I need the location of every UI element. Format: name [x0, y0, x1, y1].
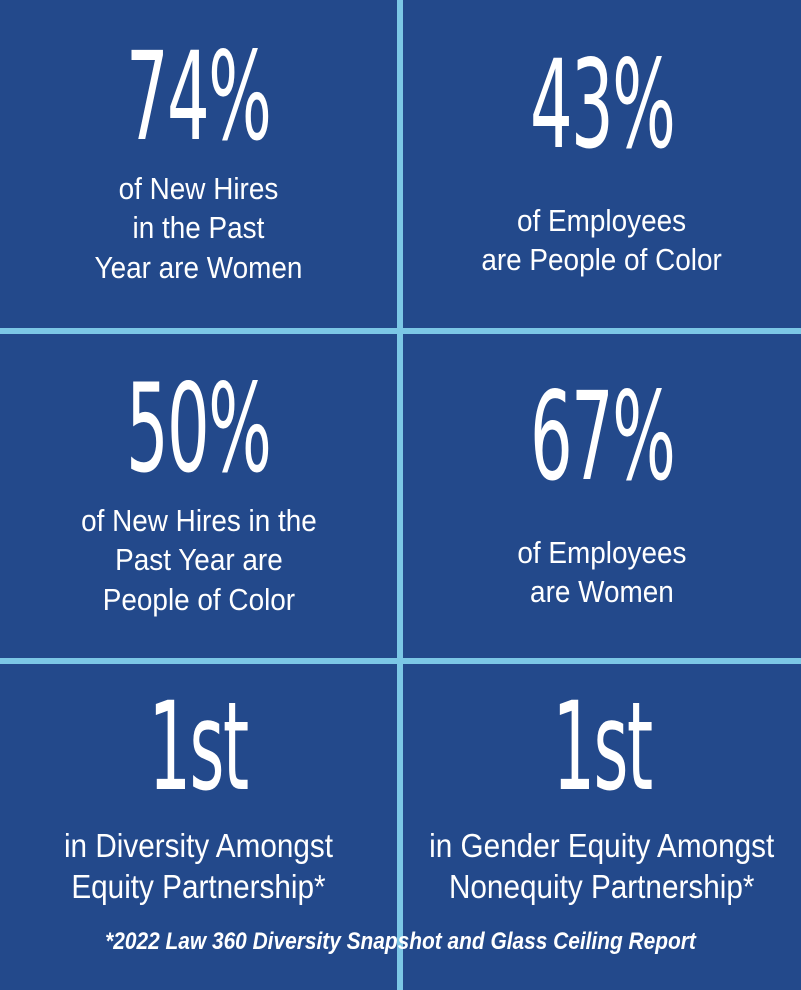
stat-label-line: of Employees [517, 202, 687, 238]
stat-card-diversity-equity-partnership: 1st in Diversity Amongst Equity Partners… [0, 664, 397, 919]
stat-value-gender-equity-nonequity-partnership: 1st [552, 676, 653, 819]
stat-card-employees-poc: 43% of Employees are People of Color [403, 0, 801, 328]
stat-label-line: are People of Color [481, 242, 723, 278]
horizontal-divider-line-top [0, 328, 801, 334]
stat-label-new-hires-poc: of New Hires in the Past Year are People… [81, 501, 317, 619]
stat-card-new-hires-women: 74% of New Hires in the Past Year are Wo… [0, 0, 397, 328]
stat-label-line: Year are Women [94, 249, 303, 285]
stat-label-line: People of Color [102, 581, 295, 617]
stat-value-employees-poc: 43% [529, 33, 676, 176]
stat-card-employees-women: 67% of Employees are Women [403, 334, 801, 658]
stat-label-employees-women: of Employees are Women [517, 533, 686, 612]
stat-label-gender-equity-nonequity-partnership: in Gender Equity Amongst Nonequity Partn… [429, 826, 774, 908]
stat-value-new-hires-women: 74% [126, 25, 272, 168]
stat-label-line: Nonequity Partnership* [449, 867, 755, 905]
stat-value-diversity-equity-partnership: 1st [148, 676, 250, 819]
stat-label-employees-poc: of Employees are People of Color [482, 201, 722, 280]
stat-label-diversity-equity-partnership: in Diversity Amongst Equity Partnership* [64, 826, 333, 908]
stat-value-new-hires-poc: 50% [126, 357, 272, 500]
stat-label-line: Equity Partnership* [71, 867, 326, 905]
stat-label-line: of Employees [517, 534, 687, 570]
stat-card-new-hires-poc: 50% of New Hires in the Past Year are Pe… [0, 334, 397, 658]
stat-label-line: are Women [530, 574, 674, 610]
stat-label-line: in the Past [132, 210, 265, 246]
vertical-divider-line [397, 0, 403, 990]
stat-label-new-hires-women: of New Hires in the Past Year are Women [95, 169, 303, 287]
stat-label-line: Past Year are [114, 542, 283, 578]
stat-label-line: in Gender Equity Amongst [429, 826, 775, 864]
horizontal-divider-line-bottom [0, 658, 801, 664]
stat-label-line: of New Hires [118, 171, 279, 207]
stat-label-line: in Diversity Amongst [63, 826, 334, 864]
stat-value-employees-women: 67% [529, 365, 676, 508]
footnote: *2022 Law 360 Diversity Snapshot and Gla… [105, 928, 696, 955]
stat-label-line: of New Hires in the [80, 503, 317, 539]
stat-card-gender-equity-nonequity-partnership: 1st in Gender Equity Amongst Nonequity P… [403, 664, 801, 919]
